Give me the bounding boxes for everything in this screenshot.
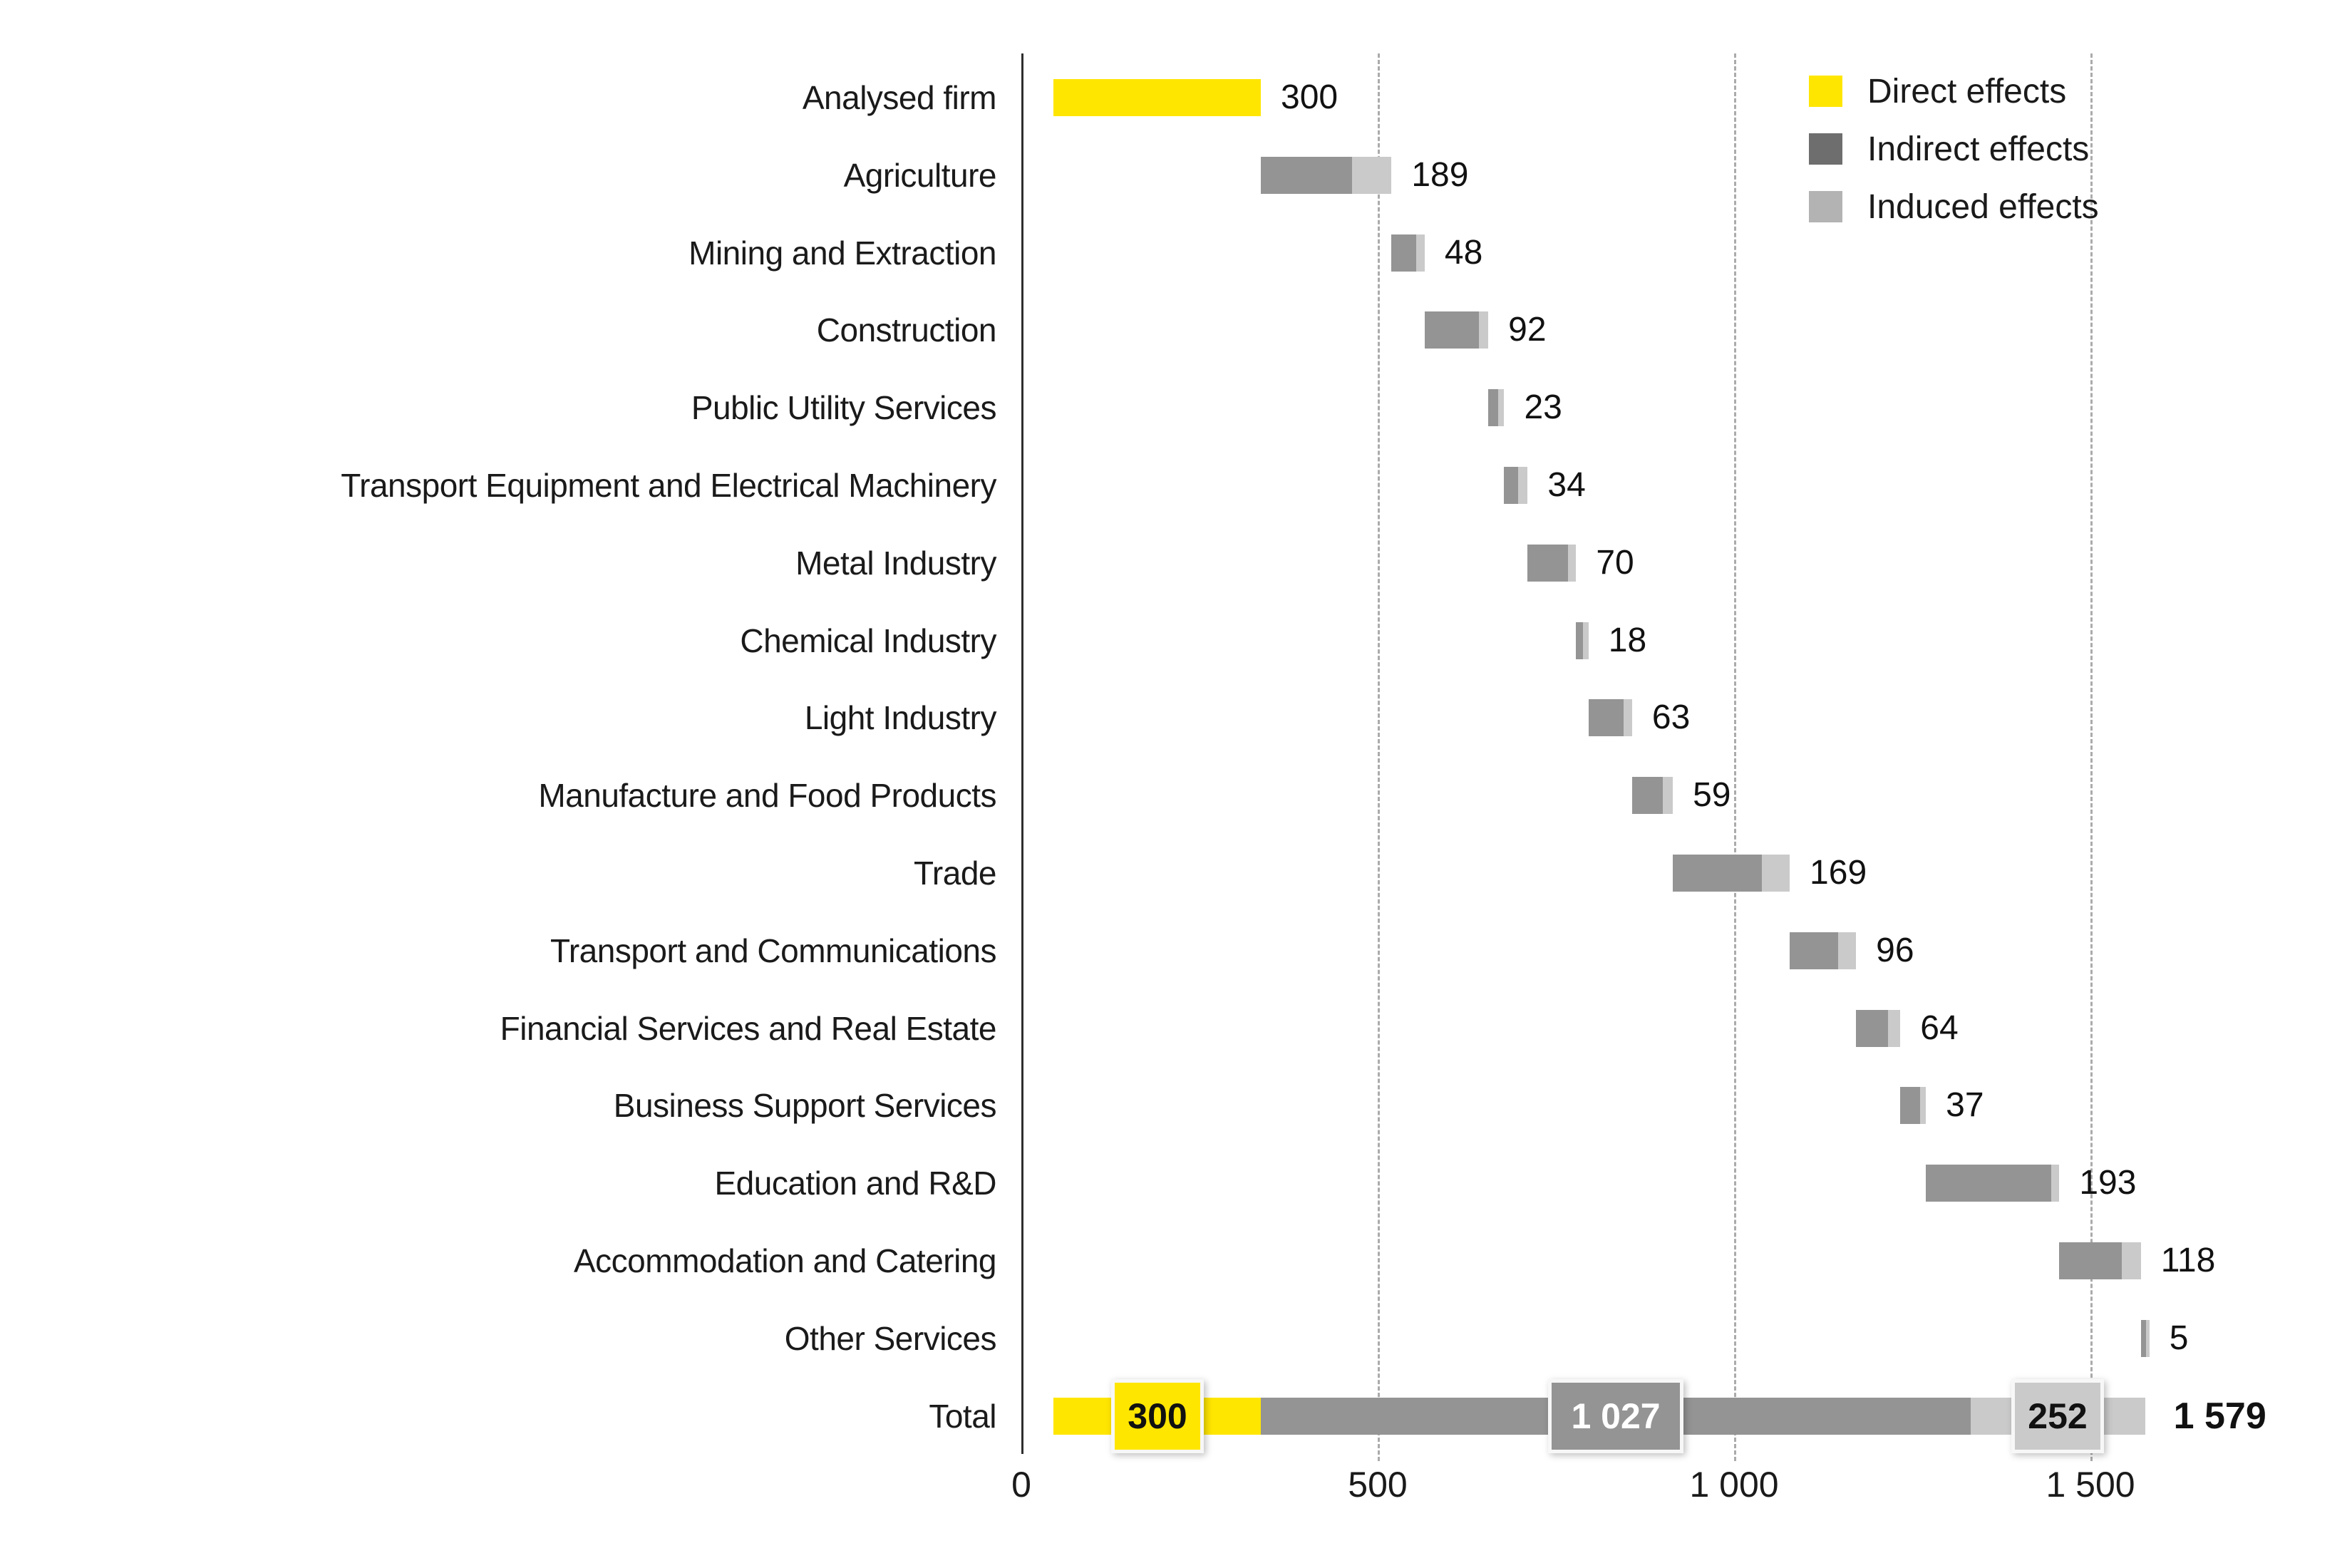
value-label-other-services: 5 <box>2169 1319 2189 1357</box>
bar-indirect-other-services <box>2140 1320 2146 1357</box>
value-label-public-utility-services: 23 <box>1524 388 1562 426</box>
total-direct-value-box: 300 <box>1111 1379 1204 1453</box>
bar-indirect-trade <box>1673 855 1763 892</box>
legend-label-induced: Induced effects <box>1867 188 2099 226</box>
bar-indirect-transport-and-communications <box>1790 932 1839 969</box>
category-label-transport-equipment-and-electrical-machinery: Transport Equipment and Electrical Machi… <box>341 467 996 504</box>
x-tick-label-1000: 1 000 <box>1689 1465 1779 1505</box>
category-label-light-industry: Light Industry <box>804 699 997 736</box>
value-label-light-industry: 63 <box>1651 698 1691 736</box>
category-label-financial-services-and-real-estate: Financial Services and Real Estate <box>500 1010 997 1047</box>
bar-indirect-mining-and-extraction <box>1391 234 1416 272</box>
bar-induced-transport-equipment-and-electrical-machinery <box>1518 467 1528 504</box>
value-label-manufacture-and-food-products: 59 <box>1693 776 1731 814</box>
legend-label-indirect: Indirect effects <box>1867 130 2090 168</box>
category-label-accommodation-and-catering: Accommodation and Catering <box>574 1242 997 1279</box>
x-tick-label-500: 500 <box>1348 1465 1408 1505</box>
value-label-business-support-services: 37 <box>1946 1086 1984 1124</box>
category-label-transport-and-communications: Transport and Communications <box>550 932 997 969</box>
value-label-trade: 169 <box>1810 854 1867 892</box>
legend-label-direct: Direct effects <box>1867 73 2067 110</box>
legend-swatch-direct <box>1809 76 1842 107</box>
bar-induced-public-utility-services <box>1498 389 1505 426</box>
bar-indirect-chemical-industry <box>1576 622 1583 659</box>
value-label-transport-equipment-and-electrical-machinery: 34 <box>1547 466 1586 504</box>
bar-indirect-transport-equipment-and-electrical-machinery <box>1504 467 1519 504</box>
category-label-trade: Trade <box>914 855 996 892</box>
value-label-analysed-firm: 300 <box>1281 78 1339 116</box>
x-tick-label-1500: 1 500 <box>2046 1465 2135 1505</box>
category-label-chemical-industry: Chemical Industry <box>740 622 996 659</box>
bar-indirect-light-industry <box>1588 699 1624 736</box>
category-label-education-and-r-d: Education and R&D <box>714 1165 996 1202</box>
bar-induced-education-and-r-d <box>2051 1165 2060 1202</box>
category-label-business-support-services: Business Support Services <box>613 1087 997 1124</box>
bar-induced-trade <box>1762 855 1790 892</box>
value-label-mining-and-extraction: 48 <box>1444 234 1483 272</box>
bar-direct-analysed-firm <box>1053 79 1261 116</box>
category-label-construction: Construction <box>816 311 997 349</box>
value-label-construction: 92 <box>1508 311 1547 349</box>
gridline-1500 <box>2090 53 2093 1461</box>
category-label-mining-and-extraction: Mining and Extraction <box>688 234 996 272</box>
bar-indirect-accommodation-and-catering <box>2059 1242 2122 1279</box>
gridline-1000 <box>1734 53 1736 1461</box>
category-label-analysed-firm: Analysed firm <box>802 79 997 116</box>
bar-indirect-business-support-services <box>1900 1087 1921 1124</box>
value-label-accommodation-and-catering: 118 <box>2160 1242 2216 1279</box>
bar-induced-financial-services-and-real-estate <box>1888 1010 1901 1047</box>
bar-indirect-metal-industry <box>1527 545 1569 582</box>
bar-indirect-manufacture-and-food-products <box>1631 777 1664 814</box>
value-label-agriculture: 189 <box>1411 156 1469 194</box>
grand-total-value: 1 579 <box>2173 1396 2266 1437</box>
category-label-manufacture-and-food-products: Manufacture and Food Products <box>538 777 996 814</box>
bar-induced-construction <box>1479 311 1489 349</box>
value-label-metal-industry: 70 <box>1596 544 1634 582</box>
category-label-total: Total <box>929 1398 996 1435</box>
bar-induced-chemical-industry <box>1582 622 1589 659</box>
total-indirect-value-box: 1 027 <box>1548 1379 1683 1453</box>
category-label-metal-industry: Metal Industry <box>795 545 996 582</box>
value-label-transport-and-communications: 96 <box>1876 932 1914 969</box>
value-label-education-and-r-d: 193 <box>2079 1164 2137 1202</box>
bar-induced-mining-and-extraction <box>1415 234 1425 272</box>
bar-indirect-agriculture <box>1261 157 1353 194</box>
value-label-chemical-industry: 18 <box>1608 621 1647 659</box>
gridline-500 <box>1378 53 1380 1461</box>
bar-induced-light-industry <box>1623 699 1632 736</box>
bar-indirect-public-utility-services <box>1488 389 1499 426</box>
bar-induced-metal-industry <box>1568 545 1577 582</box>
category-label-public-utility-services: Public Utility Services <box>691 389 997 426</box>
bar-induced-accommodation-and-catering <box>2121 1242 2141 1279</box>
x-tick-label-0: 0 <box>1011 1465 1031 1505</box>
legend-swatch-indirect <box>1809 133 1842 165</box>
bar-indirect-construction <box>1424 311 1480 349</box>
bar-induced-other-services <box>2145 1320 2150 1357</box>
bar-indirect-financial-services-and-real-estate <box>1856 1010 1889 1047</box>
bar-induced-agriculture <box>1352 157 1392 194</box>
category-label-other-services: Other Services <box>784 1320 997 1357</box>
bar-induced-transport-and-communications <box>1838 932 1857 969</box>
y-axis-line <box>1021 53 1023 1454</box>
legend-swatch-induced <box>1809 191 1842 222</box>
bar-induced-business-support-services <box>1920 1087 1927 1124</box>
value-label-financial-services-and-real-estate: 64 <box>1920 1009 1959 1047</box>
bar-indirect-education-and-r-d <box>1926 1165 2052 1202</box>
category-label-agriculture: Agriculture <box>843 157 997 194</box>
bar-induced-manufacture-and-food-products <box>1663 777 1673 814</box>
total-induced-value-box: 252 <box>2011 1379 2104 1453</box>
